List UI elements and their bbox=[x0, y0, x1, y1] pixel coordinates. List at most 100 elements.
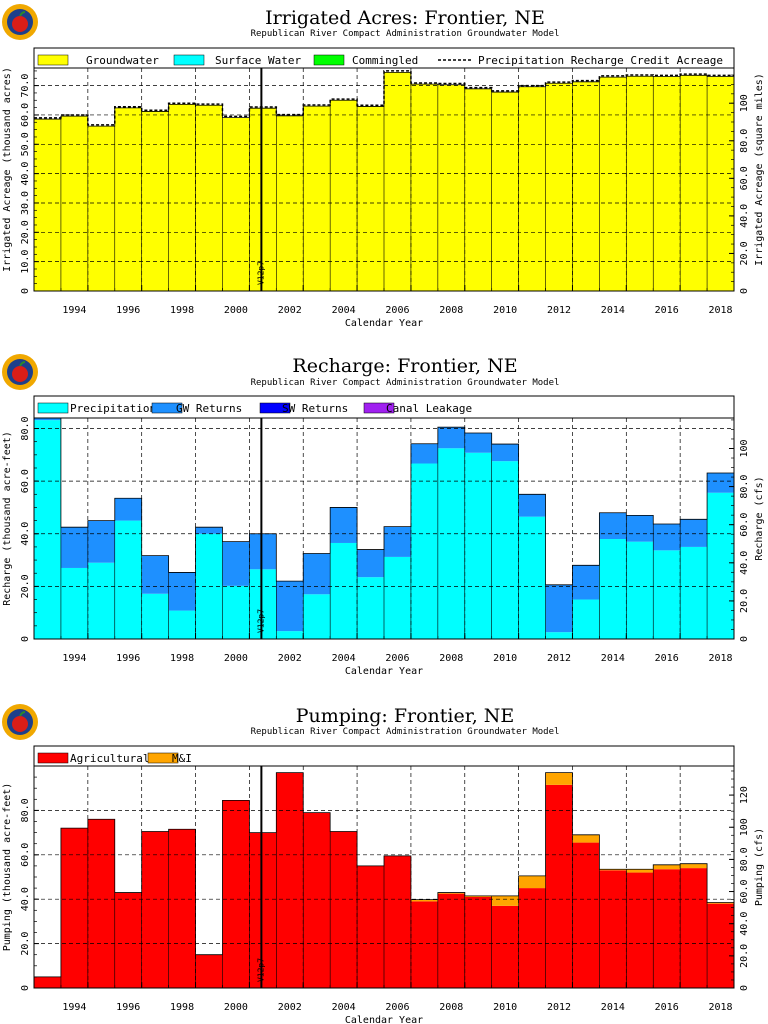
x-axis-label: Calendar Year bbox=[345, 318, 423, 329]
ytick-label-3: 60.0 bbox=[20, 469, 31, 493]
ytick-right-label-4: 80.0 bbox=[739, 129, 750, 153]
bar-precipitation-1993 bbox=[34, 420, 61, 639]
bar-groundwater-2006 bbox=[384, 72, 411, 292]
ytick-label-1: 20.0 bbox=[20, 932, 31, 956]
bar-agricultural-2010 bbox=[491, 905, 519, 988]
bar-gw-returns-2018 bbox=[707, 472, 734, 493]
bar-m-i-2014 bbox=[599, 869, 627, 871]
xtick-label-1998: 1998 bbox=[170, 305, 194, 316]
xtick-label-2006: 2006 bbox=[385, 653, 409, 664]
xtick-label-2016: 2016 bbox=[655, 653, 679, 664]
bar-gw-returns-1994 bbox=[60, 527, 88, 568]
apple-logo-icon bbox=[2, 704, 38, 740]
logo-leaf bbox=[19, 711, 26, 717]
bar-precipitation-2009 bbox=[464, 452, 492, 639]
xtick-label-2010: 2010 bbox=[493, 653, 517, 664]
bar-precipitation-2015 bbox=[626, 541, 654, 639]
xtick-label-2014: 2014 bbox=[601, 305, 625, 316]
bar-gw-returns-2007 bbox=[410, 443, 438, 464]
ytick-right-label-3: 60.0 bbox=[739, 166, 750, 190]
bar-precipitation-2010 bbox=[491, 461, 519, 639]
bar-m-i-2009 bbox=[464, 895, 492, 897]
bar-gw-returns-2013 bbox=[572, 565, 600, 600]
legend-swatch-2 bbox=[147, 752, 179, 764]
xtick-label-1994: 1994 bbox=[62, 653, 86, 664]
chart-panel-1: Irrigated Acres: Frontier, NERepublican … bbox=[2, 4, 765, 329]
bar-agricultural-2001 bbox=[249, 832, 277, 988]
logo-leaf bbox=[19, 11, 26, 17]
bar-m-i-2012 bbox=[545, 772, 573, 785]
ytick-label-1: 10.0 bbox=[20, 250, 31, 274]
legend-label-3: SW Returns bbox=[282, 402, 348, 415]
bar-gw-returns-2014 bbox=[599, 512, 627, 540]
bar-agricultural-2014 bbox=[599, 870, 627, 988]
xtick-label-2008: 2008 bbox=[439, 653, 463, 664]
xtick-label-2012: 2012 bbox=[547, 305, 571, 316]
ytick-label-0: 0 bbox=[20, 985, 31, 991]
legend-swatch-3 bbox=[313, 54, 345, 66]
bar-groundwater-2000 bbox=[222, 117, 250, 291]
ytick-label-0: 0 bbox=[20, 636, 31, 642]
chart-title: Pumping: Frontier, NE bbox=[296, 705, 515, 727]
ytick-right-label-0: 0 bbox=[739, 288, 750, 294]
bar-gw-returns-2005 bbox=[357, 549, 384, 578]
bar-gw-returns-2017 bbox=[680, 519, 708, 547]
bar-agricultural-2012 bbox=[545, 784, 573, 988]
bar-agricultural-2016 bbox=[653, 869, 681, 988]
bar-gw-returns-2009 bbox=[464, 432, 492, 453]
xtick-label-2008: 2008 bbox=[439, 1002, 463, 1013]
bar-groundwater-2005 bbox=[357, 106, 384, 291]
ytick-label-0: 0 bbox=[20, 288, 31, 294]
bar-groundwater-1994 bbox=[60, 116, 88, 291]
ytick-label-4: 40.0 bbox=[20, 162, 31, 186]
xtick-label-2012: 2012 bbox=[547, 1002, 571, 1013]
bar-precipitation-2012 bbox=[545, 632, 573, 639]
bar-precipitation-2003 bbox=[303, 594, 331, 639]
legend-swatch-2 bbox=[151, 402, 183, 414]
xtick-label-2010: 2010 bbox=[493, 305, 517, 316]
logo-apple bbox=[12, 16, 28, 32]
bar-gw-returns-1993 bbox=[34, 418, 61, 421]
legend-label-1: Groundwater bbox=[86, 54, 159, 67]
bar-groundwater-2001 bbox=[249, 108, 277, 291]
x-axis-label: Calendar Year bbox=[345, 1015, 423, 1024]
bar-precipitation-1994 bbox=[60, 567, 88, 639]
legend-label-2: M&I bbox=[172, 752, 192, 765]
bar-precipitation-2004 bbox=[330, 542, 358, 639]
chart-title: Irrigated Acres: Frontier, NE bbox=[265, 7, 545, 29]
bar-groundwater-1996 bbox=[114, 107, 142, 291]
bar-m-i-2017 bbox=[680, 863, 708, 869]
chart-subtitle: Republican River Compact Administration … bbox=[251, 29, 560, 39]
xtick-label-2014: 2014 bbox=[601, 653, 625, 664]
xtick-label-1998: 1998 bbox=[170, 653, 194, 664]
logo-apple bbox=[12, 716, 28, 732]
xtick-label-1996: 1996 bbox=[116, 1002, 140, 1013]
y-axis-label-right: Pumping (cfs) bbox=[754, 828, 765, 906]
bar-gw-returns-2016 bbox=[653, 524, 681, 551]
bar-precipitation-1995 bbox=[87, 562, 115, 639]
bar-agricultural-2015 bbox=[626, 872, 654, 988]
bar-outline bbox=[33, 772, 735, 988]
xtick-label-1994: 1994 bbox=[62, 1002, 86, 1013]
bar-agricultural-1993 bbox=[34, 976, 61, 988]
xtick-label-2006: 2006 bbox=[385, 1002, 409, 1013]
xtick-label-2002: 2002 bbox=[278, 1002, 302, 1013]
legend-label-1: Precipitation bbox=[70, 402, 156, 415]
xtick-label-1996: 1996 bbox=[116, 305, 140, 316]
bar-precipitation-1996 bbox=[114, 520, 142, 639]
ytick-right-label-1: 20.0 bbox=[739, 944, 750, 968]
bar-gw-returns-2004 bbox=[330, 507, 358, 543]
bar-gw-returns-2000 bbox=[222, 541, 250, 586]
xtick-label-2016: 2016 bbox=[655, 305, 679, 316]
bar-agricultural-1994 bbox=[60, 828, 88, 988]
bar-precipitation-2017 bbox=[680, 546, 708, 639]
chart-subtitle: Republican River Compact Administration … bbox=[251, 378, 560, 388]
ytick-right-label-2: 40.0 bbox=[739, 551, 750, 575]
bar-agricultural-2004 bbox=[330, 831, 358, 988]
xtick-label-2006: 2006 bbox=[385, 305, 409, 316]
ytick-right-label-3: 60.0 bbox=[739, 880, 750, 904]
bar-precipitation-2014 bbox=[599, 539, 627, 639]
bar-precipitation-1998 bbox=[168, 610, 196, 639]
